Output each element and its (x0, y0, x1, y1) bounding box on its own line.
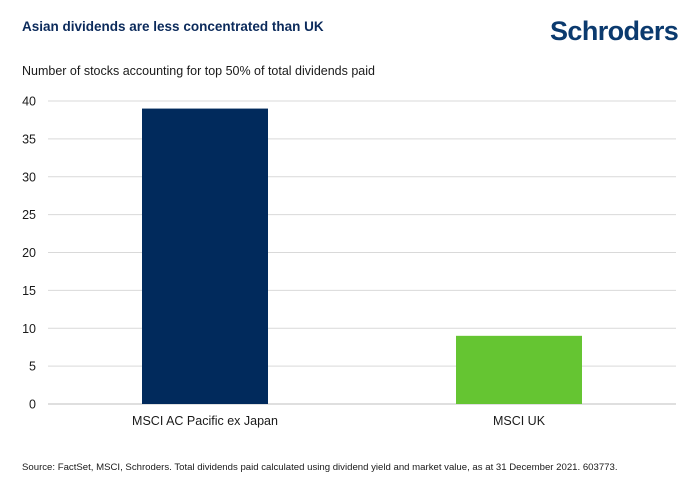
bar-chart: 0 5 10 15 20 25 30 35 40 MSCI AC Pacific ex Japa… (22, 95, 676, 428)
bar-msci-ac-pacific-ex-japan (142, 108, 268, 404)
y-tick-label: 20 (22, 246, 36, 260)
x-tick-label: MSCI AC Pacific ex Japan (132, 414, 278, 428)
y-tick-label: 0 (29, 398, 36, 412)
y-tick-label: 5 (29, 360, 36, 374)
y-tick-label: 35 (22, 132, 36, 146)
x-tick-label: MSCI UK (493, 414, 546, 428)
schroders-logo: Schroders (550, 16, 679, 46)
bars (142, 108, 582, 404)
x-axis-labels: MSCI AC Pacific ex Japan MSCI UK (132, 414, 546, 428)
chart-title: Asian dividends are less concentrated th… (22, 19, 324, 34)
y-axis-ticks: 0 5 10 15 20 25 30 35 40 (22, 95, 36, 412)
y-tick-label: 30 (22, 170, 36, 184)
bar-msci-uk (456, 335, 582, 404)
y-tick-label: 15 (22, 284, 36, 298)
y-tick-label: 40 (22, 95, 36, 109)
y-tick-label: 25 (22, 208, 36, 222)
chart-subtitle: Number of stocks accounting for top 50% … (22, 64, 375, 78)
y-tick-label: 10 (22, 322, 36, 336)
source-note: Source: FactSet, MSCI, Schroders. Total … (22, 462, 618, 473)
